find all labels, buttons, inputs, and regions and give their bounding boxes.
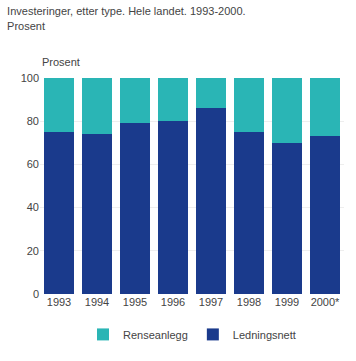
svg-text:2000*: 2000* xyxy=(311,296,340,308)
svg-text:1996: 1996 xyxy=(161,296,185,308)
svg-text:1999: 1999 xyxy=(275,296,299,308)
svg-text:Prosent: Prosent xyxy=(42,56,80,68)
svg-text:40: 40 xyxy=(27,201,39,213)
svg-text:80: 80 xyxy=(27,115,39,127)
svg-text:100: 100 xyxy=(21,72,39,84)
svg-text:1994: 1994 xyxy=(85,296,109,308)
svg-text:1995: 1995 xyxy=(123,296,147,308)
svg-text:0: 0 xyxy=(33,288,39,300)
svg-text:Renseanlegg: Renseanlegg xyxy=(123,329,188,341)
svg-text:Investeringer, etter type. Hel: Investeringer, etter type. Hele landet. … xyxy=(7,5,246,31)
svg-text:1993: 1993 xyxy=(47,296,71,308)
svg-text:60: 60 xyxy=(27,158,39,170)
svg-text:1997: 1997 xyxy=(199,296,223,308)
svg-text:1998: 1998 xyxy=(237,296,261,308)
svg-text:Ledningsnett: Ledningsnett xyxy=(233,329,296,341)
svg-text:20: 20 xyxy=(27,245,39,257)
